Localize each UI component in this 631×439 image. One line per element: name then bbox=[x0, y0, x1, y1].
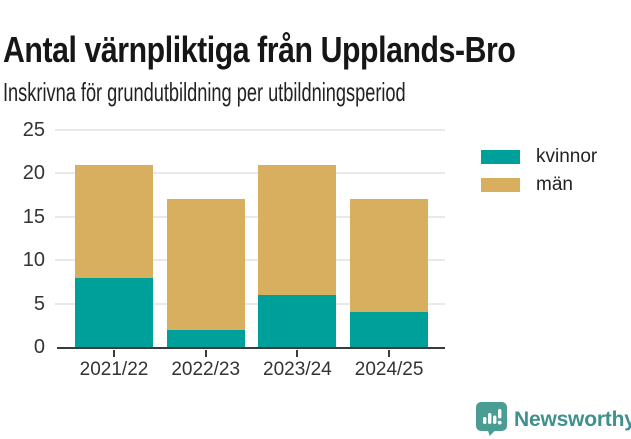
bar-män-2021/22 bbox=[75, 164, 153, 278]
y-tick-label-10: 10 bbox=[22, 249, 45, 272]
x-tick-label-2023/24: 2023/24 bbox=[263, 359, 332, 380]
legend-swatch-kvinnor bbox=[481, 149, 520, 164]
x-tick-label-2022/23: 2022/23 bbox=[171, 359, 241, 380]
bar-kvinnor-2024/25 bbox=[350, 312, 429, 347]
bar-kvinnor-2022/23 bbox=[166, 329, 245, 347]
legend-label-män: män bbox=[536, 174, 573, 195]
y-tick-label-15: 15 bbox=[22, 205, 45, 228]
chart-title: Antal värnpliktiga från Upplands-Bro bbox=[3, 29, 516, 71]
newsworthy-logo-icon bbox=[476, 402, 507, 436]
x-tick-2021/22 bbox=[113, 349, 115, 357]
y-axis-tick-labels: 0 5 10 15 20 25 bbox=[0, 120, 45, 357]
plot-area bbox=[55, 129, 445, 357]
legend-label-kvinnor: kvinnor bbox=[536, 146, 598, 167]
x-axis-tick-labels: 2021/22 2022/23 2023/24 2024/25 bbox=[57, 360, 445, 382]
bar-kvinnor-2021/22 bbox=[75, 277, 153, 347]
gridline-5 bbox=[55, 302, 445, 305]
gridline-10 bbox=[55, 259, 445, 262]
bar-män-2022/23 bbox=[166, 199, 245, 330]
gridline-25 bbox=[55, 129, 445, 131]
legend-item-kvinnor: kvinnor bbox=[481, 146, 598, 167]
legend-swatch-män bbox=[481, 177, 520, 192]
gridline-15 bbox=[55, 215, 445, 218]
y-tick-label-20: 20 bbox=[22, 162, 45, 185]
x-tick-2023/24 bbox=[296, 349, 299, 357]
x-tick-label-2021/22: 2021/22 bbox=[79, 359, 149, 380]
bar-kvinnor-2023/24 bbox=[258, 294, 337, 347]
bar-män-2023/24 bbox=[258, 164, 337, 295]
newsworthy-brand-link[interactable]: Newsworthy bbox=[476, 402, 631, 436]
bar-män-2024/25 bbox=[350, 199, 429, 313]
gridline-20 bbox=[55, 172, 445, 175]
chart-subtitle: Inskrivna för grundutbildning per utbild… bbox=[3, 77, 406, 107]
x-tick-2022/23 bbox=[204, 349, 207, 357]
x-tick-2024/25 bbox=[388, 349, 391, 357]
y-tick-label-25: 25 bbox=[22, 119, 45, 141]
legend: kvinnor män bbox=[481, 146, 598, 205]
y-tick-label-5: 5 bbox=[33, 292, 45, 315]
x-tick-label-2024/25: 2024/25 bbox=[354, 359, 424, 380]
legend-item-män: män bbox=[481, 174, 597, 195]
newsworthy-brand-text: Newsworthy bbox=[514, 407, 631, 431]
y-tick-label-0: 0 bbox=[33, 336, 45, 358]
